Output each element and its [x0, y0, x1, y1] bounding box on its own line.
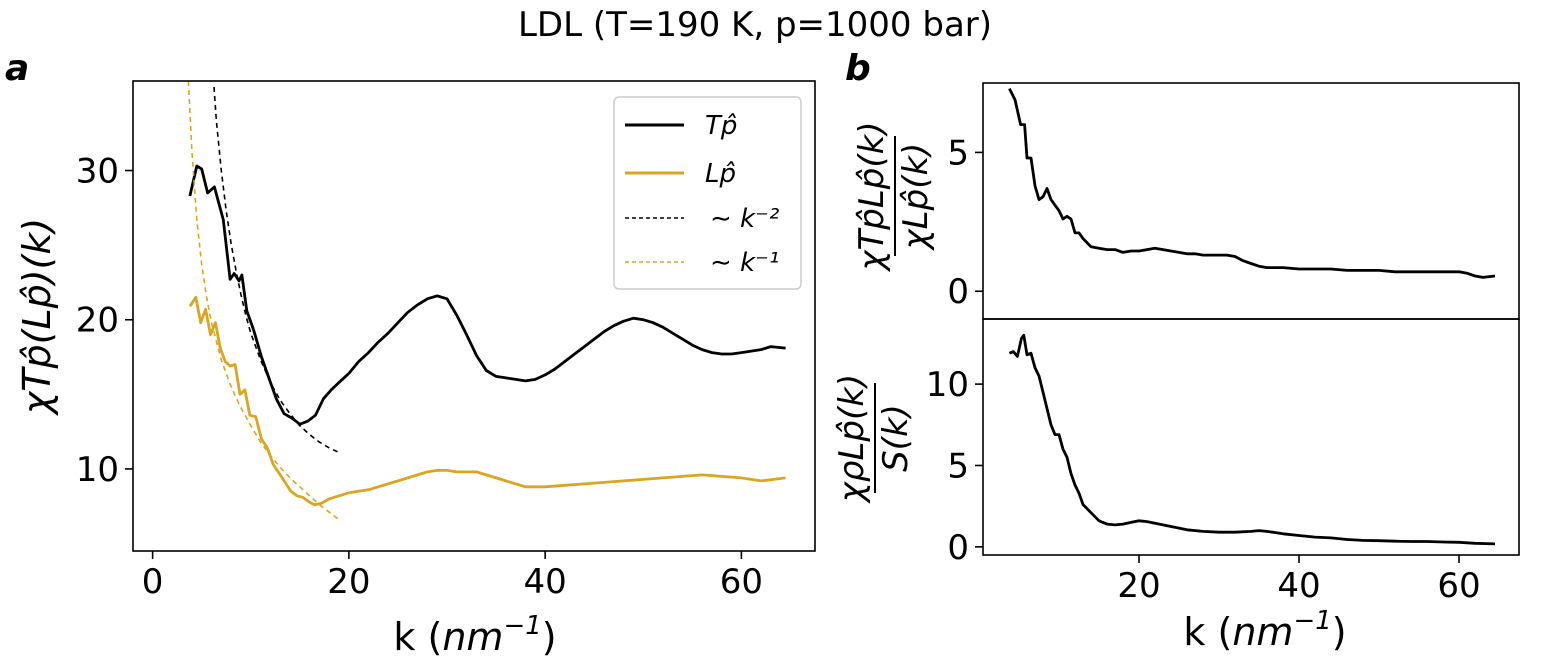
legend-label-k2: ∼ k⁻² — [710, 204, 779, 234]
panel-b-bottom-frame — [982, 318, 1520, 556]
panel-a-y-axis-label: χTp̂(Lp̂)(k) — [15, 218, 59, 416]
x-tick-label: 20 — [327, 562, 370, 602]
panel-a-x-label-main: k ( — [393, 615, 442, 659]
panel-b-top-series-group — [1008, 87, 1496, 279]
panel-a-x-label-exp: −1 — [503, 611, 541, 641]
x-tick-label: 40 — [1277, 566, 1320, 606]
panel-b-bottom-y-numerator: χρLp̂(k) — [832, 374, 872, 504]
panel-label-a: a — [5, 48, 29, 89]
y-tick-label: 30 — [76, 152, 119, 192]
panel-b-x-axis-label: k (nm−1) — [1183, 606, 1346, 654]
panel-b-top: 05 χTp̂Lp̂(k) χLp̂(k) — [852, 82, 1520, 320]
panel-a: 0 20 40 60 10 20 30 k (nm−1) χTp̂(Lp̂)(k) Tp̂… — [15, 80, 816, 659]
panel-b-top-y-ticks: 05 — [947, 133, 983, 312]
y-tick-label: 0 — [947, 272, 969, 312]
legend-label-k1: ∼ k⁻¹ — [710, 248, 779, 278]
y-tick-label: 10 — [76, 450, 119, 490]
figure-title: LDL (T=190 K, p=1000 bar) — [518, 5, 992, 45]
legend-label-lp: Lp̂ — [705, 159, 736, 189]
series-line-ratio_Tp_Lp — [1008, 87, 1496, 279]
panel-b-x-label-unit: nm — [1232, 610, 1293, 654]
y-tick-label: 0 — [947, 528, 969, 568]
series-line-Tp — [188, 164, 786, 426]
panel-b-x-label-main: k ( — [1183, 610, 1232, 654]
panel-b-bottom-y-denominator: S(k) — [876, 404, 916, 472]
panel-b-bottom: 20 40 60 0 5 10 χρLp̂(k) S(k) k (nm−1) — [832, 318, 1520, 654]
panel-b-x-label-close: ) — [1332, 610, 1347, 654]
legend-label-tp: Tp̂ — [705, 111, 737, 141]
panel-b-top-frame — [982, 82, 1520, 320]
panel-a-x-ticks: 0 20 40 60 — [142, 551, 763, 602]
panel-a-x-axis-label: k (nm−1) — [393, 611, 556, 659]
panel-a-legend: Tp̂ Lp̂ ∼ k⁻² ∼ k⁻¹ — [613, 96, 802, 290]
series-line-ratio_rho_Lp — [1008, 333, 1496, 546]
panel-a-frame — [132, 80, 816, 552]
panel-a-y-ticks: 10 20 30 — [76, 152, 133, 490]
x-tick-label: 0 — [142, 562, 164, 602]
panel-a-x-label-close: ) — [542, 615, 557, 659]
panel-b-bottom-y-axis-label: χρLp̂(k) S(k) — [832, 374, 916, 504]
x-tick-label: 60 — [1437, 566, 1480, 606]
panel-b-bottom-x-ticks: 20 40 60 — [1117, 555, 1481, 606]
legend-box — [613, 96, 802, 290]
panel-b-top-y-numerator: χTp̂Lp̂(k) — [852, 121, 892, 272]
panel-a-x-label-unit: nm — [442, 615, 503, 659]
series-line-fit_k2 — [213, 86, 340, 454]
y-tick-label: 5 — [947, 133, 969, 173]
panel-b-x-label-exp: −1 — [1293, 606, 1331, 636]
panel-b-top-y-denominator: χLp̂(k) — [896, 143, 936, 252]
panel-label-b: b — [845, 48, 871, 89]
y-tick-label: 5 — [947, 446, 969, 486]
panel-b-bottom-y-ticks: 0 5 10 — [926, 365, 983, 568]
panel-a-series-group — [187, 81, 786, 521]
panel-b-top-y-axis-label: χTp̂Lp̂(k) χLp̂(k) — [852, 121, 936, 272]
y-tick-label: 20 — [76, 301, 119, 341]
series-line-fit_k1 — [187, 81, 340, 521]
panel-b-bottom-series-group — [1008, 333, 1496, 546]
series-line-Lp — [188, 295, 786, 507]
y-tick-label: 10 — [926, 365, 969, 405]
x-tick-label: 60 — [720, 562, 763, 602]
x-tick-label: 40 — [524, 562, 567, 602]
x-tick-label: 20 — [1117, 566, 1160, 606]
